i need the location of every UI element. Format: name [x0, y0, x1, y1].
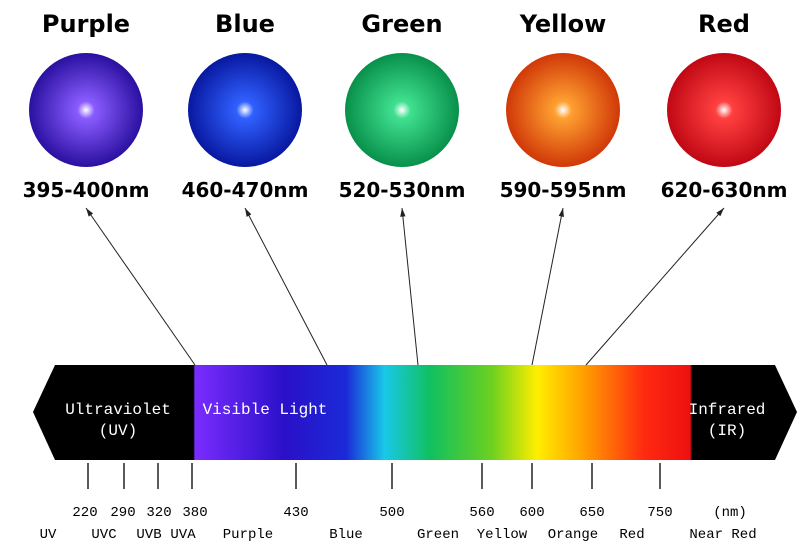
region-label: Ultraviolet — [65, 401, 171, 419]
led-name: Yellow — [519, 10, 607, 38]
spectrum-bar — [33, 365, 797, 460]
led-photo — [667, 53, 781, 167]
tick-label: 650 — [579, 505, 604, 521]
led-name: Purple — [42, 10, 130, 38]
band-label: Orange — [548, 527, 598, 543]
arrow-head — [716, 208, 724, 217]
band-label: UVA — [170, 527, 196, 543]
tick-label: 600 — [519, 505, 544, 521]
led-name: Blue — [215, 10, 275, 38]
tick-label: 380 — [182, 505, 207, 521]
arrow — [531, 207, 564, 366]
region-label: Visible Light — [203, 401, 328, 419]
band-label: Purple — [223, 527, 273, 543]
band-label: UV — [40, 527, 57, 543]
arrow-head — [558, 208, 564, 217]
tick-label: 320 — [146, 505, 171, 521]
led-photo — [506, 53, 620, 167]
wavelength: 620-630nm — [661, 178, 788, 202]
arrow — [244, 207, 328, 366]
tick-label: 500 — [379, 505, 404, 521]
region-label: (IR) — [708, 422, 746, 440]
band-label: Near Red — [689, 527, 756, 543]
arrow — [401, 207, 419, 366]
led-photo — [345, 53, 459, 167]
arrow-head — [245, 208, 252, 217]
led-name: Red — [698, 10, 750, 38]
region-label: (UV) — [99, 422, 137, 440]
band-label: UVC — [91, 527, 116, 543]
tick-label: 220 — [72, 505, 97, 521]
arrow-head — [400, 208, 406, 217]
arrow — [85, 207, 196, 366]
band-label: Yellow — [477, 527, 528, 543]
wavelength: 395-400nm — [23, 178, 150, 202]
unit-label: (nm) — [713, 505, 747, 521]
led-name: Green — [361, 10, 442, 38]
led-photo — [29, 53, 143, 167]
tick-label: 560 — [469, 505, 494, 521]
wavelength: 590-595nm — [500, 178, 627, 202]
band-label: Red — [619, 527, 644, 543]
tick-label: 750 — [647, 505, 672, 521]
tick-label: 430 — [283, 505, 308, 521]
led-photo — [188, 53, 302, 167]
band-label: Green — [417, 527, 459, 543]
tick-label: 290 — [110, 505, 135, 521]
wavelength: 520-530nm — [339, 178, 466, 202]
band-label: Blue — [329, 527, 363, 543]
arrow-head — [86, 208, 94, 217]
band-label: UVB — [136, 527, 161, 543]
arrow — [585, 207, 725, 366]
region-label: Infrared — [689, 401, 766, 419]
wavelength: 460-470nm — [182, 178, 309, 202]
